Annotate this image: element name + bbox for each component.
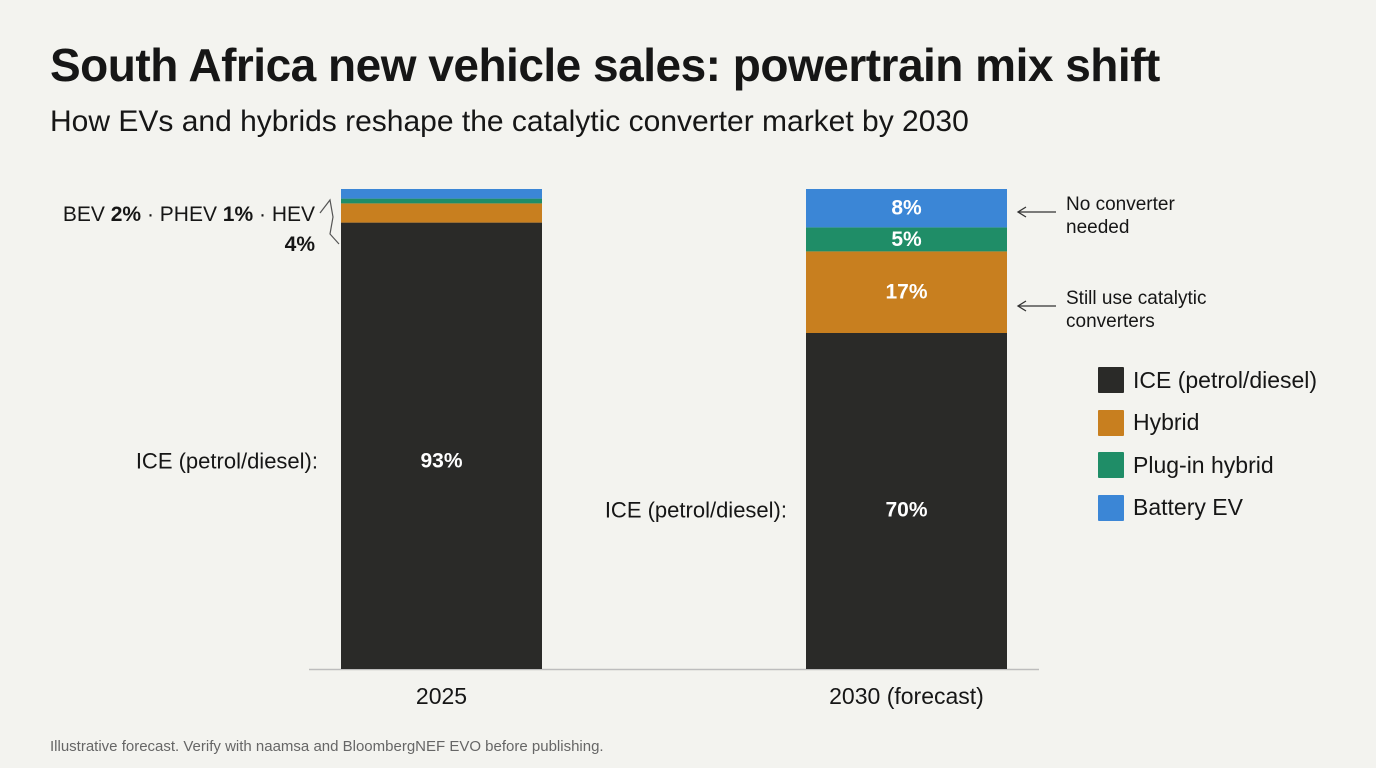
small-segments-bracket <box>319 198 340 245</box>
legend-item: Plug-in hybrid <box>1098 449 1317 481</box>
data-label-3-1: 8% <box>891 197 922 220</box>
bar-segment-battery-ev-0 <box>341 189 542 199</box>
legend-swatch <box>1098 494 1124 521</box>
legend-label: ICE (petrol/diesel) <box>1133 366 1318 393</box>
data-label-2-1: 5% <box>891 228 922 251</box>
legend-item: ICE (petrol/diesel) <box>1098 364 1317 396</box>
bar-segment-hybrid-1 <box>806 251 1007 333</box>
legend-swatch <box>1098 367 1124 393</box>
legend-label: Hybrid <box>1133 409 1200 435</box>
still-use-line-2: converters <box>1066 311 1155 332</box>
hev-label: · HEV <box>253 203 315 226</box>
bar-segment-ice-petrol-diesel-1 <box>806 333 1007 669</box>
chart-legend: ICE (petrol/diesel) Hybrid Plug-in hybrid B… <box>1098 364 1317 534</box>
chart-subtitle: How EVs and hybrids reshape the catalyti… <box>50 105 969 138</box>
no-converter-annotation: No converter needed <box>1066 193 1175 239</box>
phev-label: · PHEV <box>141 203 223 226</box>
bar-segment-plug-in-hybrid-0 <box>341 198 542 204</box>
legend-swatch <box>1098 452 1124 478</box>
bev-value: 2% <box>110 203 142 226</box>
legend-item: Battery EV <box>1098 492 1317 524</box>
still-use-converters-annotation: Still use catalytic converters <box>1066 287 1206 333</box>
data-label-1-1: 17% <box>885 281 927 304</box>
data-label-0-0: 93% <box>420 450 462 473</box>
still-use-line-1: Still use catalytic <box>1066 288 1207 309</box>
legend-item: Hybrid <box>1098 407 1317 439</box>
no-converter-line-1: No converter <box>1066 194 1175 215</box>
legend-label: Battery EV <box>1133 494 1243 520</box>
ice-side-label-1: ICE (petrol/diesel): <box>605 498 787 523</box>
no-converter-arrow-head <box>1016 206 1027 218</box>
phev-value: 1% <box>222 203 254 226</box>
ice-side-label-0: ICE (petrol/diesel): <box>136 449 318 474</box>
chart-title: South Africa new vehicle sales: powertra… <box>50 39 1160 91</box>
bev-label: BEV <box>62 203 111 226</box>
still-use-arrow-head <box>1016 300 1027 312</box>
legend-swatch <box>1098 409 1124 436</box>
legend-label: Plug-in hybrid <box>1133 451 1274 478</box>
bar-segment-plug-in-hybrid-1 <box>806 227 1007 252</box>
bar-segment-hybrid-0 <box>341 203 542 223</box>
x-tick-label-0: 2025 <box>416 683 467 709</box>
bar-segment-ice-petrol-diesel-0 <box>341 222 542 669</box>
hev-value: 4% <box>284 233 315 256</box>
bar-segment-battery-ev-1 <box>806 189 1007 228</box>
data-label-0-1: 70% <box>885 499 927 522</box>
footnote: Illustrative forecast. Verify with naams… <box>50 738 604 755</box>
no-converter-line-2: needed <box>1066 217 1130 238</box>
small-segments-annotation-2025: BEV 2% · PHEV 1% · HEV 4% <box>53 200 315 260</box>
x-tick-label-1: 2030 (forecast) <box>829 683 984 709</box>
